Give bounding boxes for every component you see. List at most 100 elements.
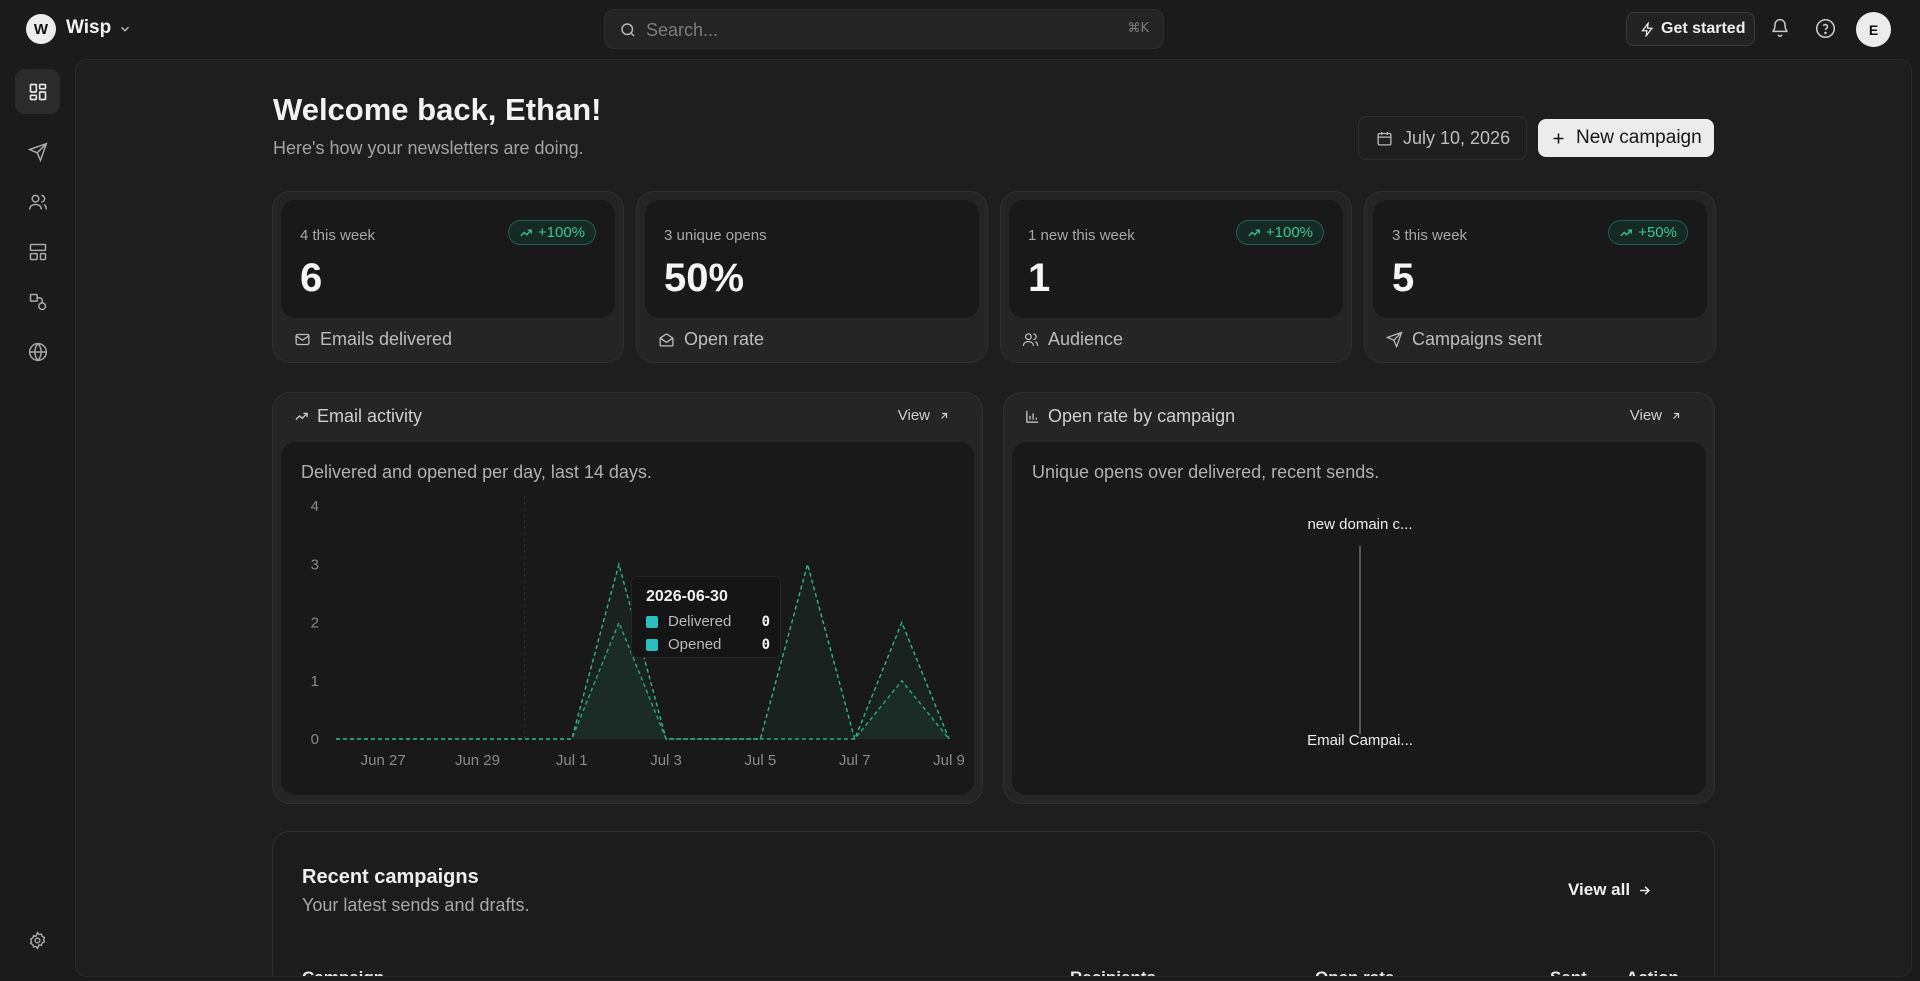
tooltip-label: Delivered xyxy=(668,613,732,630)
column-header-open-rate[interactable]: Open rate xyxy=(1315,968,1394,976)
bell-icon[interactable] xyxy=(1770,18,1790,38)
chart-tooltip: 2026-06-30 Delivered 0 Opened 0 xyxy=(631,576,781,658)
get-started-button[interactable]: Get started xyxy=(1626,12,1755,46)
mail-open-icon xyxy=(659,333,674,347)
tooltip-label: Opened xyxy=(668,636,722,653)
stat-value: 1 xyxy=(1028,256,1051,300)
tooltip-row-delivered: Delivered 0 xyxy=(646,613,770,630)
trend-badge: +100% xyxy=(507,220,596,245)
column-header-campaign[interactable]: Campaign xyxy=(302,968,384,976)
workspace-name[interactable]: Wisp xyxy=(66,17,112,38)
trending-up-icon xyxy=(1248,228,1260,236)
view-label: View xyxy=(897,407,930,424)
sidebar-item-audience[interactable] xyxy=(15,179,60,224)
view-all-link[interactable]: View all xyxy=(1568,880,1652,900)
stat-sub: 1 new this week xyxy=(1028,227,1135,244)
column-header-sent[interactable]: Sent xyxy=(1550,968,1587,976)
stat-card-open-rate[interactable]: 3 unique opens 50% Open rate xyxy=(636,191,988,363)
main-content: Welcome back, Ethan! Here's how your new… xyxy=(75,59,1912,977)
sidebar-item-automations[interactable] xyxy=(15,279,60,324)
x-tick-label: Jun 29 xyxy=(455,752,500,769)
x-tick-label: Jul 3 xyxy=(650,752,682,769)
panel-title: Email activity xyxy=(317,406,423,426)
dashboard-icon xyxy=(29,83,46,100)
trend-badge: +100% xyxy=(1235,220,1324,245)
sidebar-item-campaigns[interactable] xyxy=(15,129,60,174)
email-activity-panel: Email activity View Delivered and opened… xyxy=(272,392,983,804)
sidebar-item-templates[interactable] xyxy=(15,229,60,274)
search-icon xyxy=(621,23,635,37)
search-shortcut: ⌘K xyxy=(1127,21,1149,36)
open-rate-chart-area: Unique opens over delivered, recent send… xyxy=(1012,442,1706,795)
user-avatar[interactable]: E xyxy=(1856,12,1891,47)
x-tick-label: Jul 5 xyxy=(745,752,777,769)
stat-label: Emails delivered xyxy=(320,329,453,349)
help-icon[interactable] xyxy=(1815,18,1836,39)
date-label: July 10, 2026 xyxy=(1403,127,1511,148)
app-logo[interactable]: W xyxy=(26,14,56,44)
stat-label: Open rate xyxy=(684,329,765,349)
search-input[interactable]: Search... ⌘K xyxy=(604,9,1164,49)
activity-view-link[interactable]: View xyxy=(898,407,950,424)
panel-header: Open rate by campaign xyxy=(1025,406,1235,427)
sidebar-item-domains[interactable] xyxy=(15,329,60,374)
activity-line-chart[interactable]: 0 1 2 3 4 Jun 27 Jun 29 Jul 1 Jul 3 Jul 5 Jul 7 Jul… xyxy=(281,442,976,797)
stat-label: Campaigns sent xyxy=(1412,329,1543,349)
date-picker-button[interactable]: July 10, 2026 xyxy=(1358,116,1527,160)
stat-sub: 3 unique opens xyxy=(664,227,767,244)
stat-label: Audience xyxy=(1048,329,1124,349)
top-bar: W Wisp Search... ⌘K Get started E xyxy=(0,0,1920,59)
stat-sub: 3 this week xyxy=(1392,227,1468,244)
view-all-label: View all xyxy=(1568,880,1631,899)
trending-up-icon xyxy=(520,228,532,236)
stat-card-audience[interactable]: 1 new this week 1 +100% Audience xyxy=(1000,191,1352,363)
view-label: View xyxy=(1629,407,1662,424)
legend-swatch xyxy=(646,638,658,651)
arrow-up-right-icon xyxy=(941,412,948,419)
shapes-icon xyxy=(29,293,46,310)
zap-icon xyxy=(1641,21,1654,37)
trend-value: +100% xyxy=(1265,224,1313,241)
open-rate-view-link[interactable]: View xyxy=(1630,407,1682,424)
send-icon xyxy=(1386,331,1403,348)
tooltip-row-opened: Opened 0 xyxy=(646,636,770,653)
stat-value: 5 xyxy=(1392,256,1415,300)
x-tick-label: Jul 7 xyxy=(839,752,871,769)
open-rate-radar-chart[interactable]: new domain c... Email Campai... xyxy=(1012,442,1708,797)
y-tick-label: 4 xyxy=(311,498,319,515)
layout-icon xyxy=(29,243,46,260)
settings-icon xyxy=(29,931,46,950)
radar-label-top: new domain c... xyxy=(1307,516,1412,533)
open-rate-panel: Open rate by campaign View Unique opens … xyxy=(1003,392,1715,804)
y-tick-label: 0 xyxy=(311,731,319,748)
sidebar-item-settings[interactable] xyxy=(15,918,60,963)
radar-label-bottom: Email Campai... xyxy=(1307,732,1413,749)
tooltip-value: 0 xyxy=(761,613,770,630)
series-line-opened xyxy=(336,620,950,740)
recent-title: Recent campaigns xyxy=(302,866,479,888)
stat-card-campaigns-sent[interactable]: 3 this week 5 +50% Campaigns sent xyxy=(1364,191,1716,363)
stat-value: 50% xyxy=(664,256,745,300)
new-campaign-button[interactable]: New campaign xyxy=(1538,119,1714,157)
calendar-icon xyxy=(1377,131,1392,146)
y-tick-label: 3 xyxy=(311,556,319,573)
tooltip-value: 0 xyxy=(761,636,770,653)
panel-header: Email activity xyxy=(294,406,422,427)
column-header-recipients[interactable]: Recipients xyxy=(1070,968,1156,976)
y-tick-label: 1 xyxy=(311,673,319,690)
column-header-action[interactable]: Action xyxy=(1626,968,1679,976)
new-campaign-label: New campaign xyxy=(1576,127,1702,148)
stat-footer: Open rate xyxy=(658,329,764,350)
tooltip-date: 2026-06-30 xyxy=(646,588,728,605)
chevron-down-icon[interactable] xyxy=(118,22,132,36)
y-tick-label: 2 xyxy=(311,615,319,632)
stat-footer: Emails delivered xyxy=(294,329,452,350)
stat-card-emails-delivered[interactable]: 4 this week 6 +100% Emails delivered xyxy=(272,191,624,363)
page-title: Welcome back, Ethan! xyxy=(273,92,602,127)
stat-card-body: 3 unique opens 50% xyxy=(645,200,979,318)
mail-icon xyxy=(295,333,310,346)
sidebar-item-dashboard[interactable] xyxy=(15,69,60,114)
stat-footer: Campaigns sent xyxy=(1386,329,1542,350)
stat-footer: Audience xyxy=(1022,329,1123,350)
series-area-opened xyxy=(336,622,949,739)
